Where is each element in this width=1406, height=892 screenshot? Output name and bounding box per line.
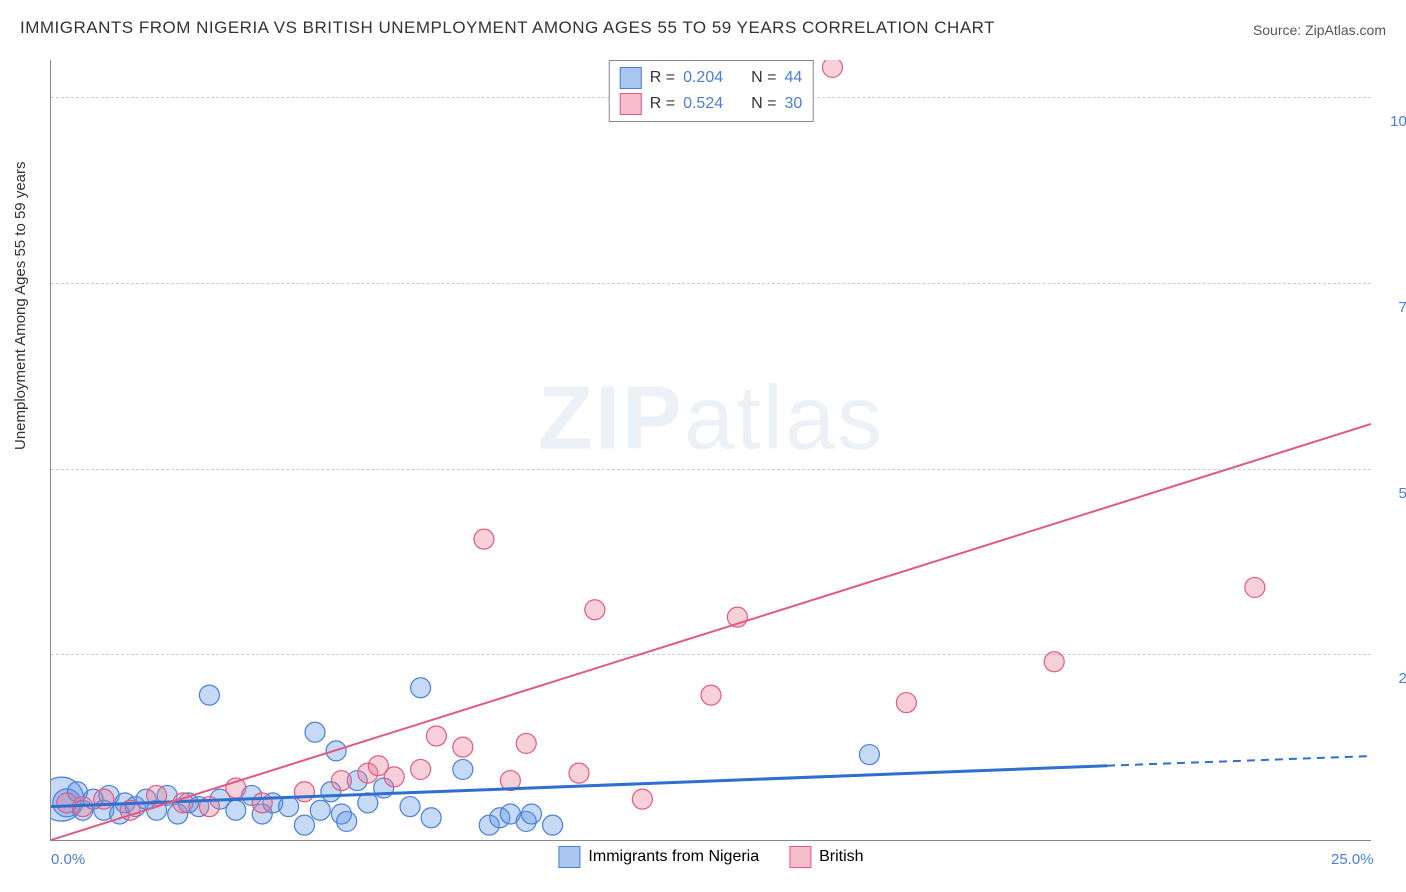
y-axis-label: Unemployment Among Ages 55 to 59 years: [12, 161, 29, 450]
r-value-british: 0.524: [683, 95, 723, 113]
n-label: N =: [751, 95, 776, 113]
n-value-british: 30: [784, 95, 802, 113]
swatch-british: [789, 846, 811, 868]
y-tick-label: 100.0%: [1381, 113, 1406, 130]
r-label: R =: [650, 95, 675, 113]
series-label-nigeria: Immigrants from Nigeria: [588, 848, 759, 866]
r-value-nigeria: 0.204: [683, 69, 723, 87]
y-tick-label: 25.0%: [1381, 670, 1406, 687]
n-label: N =: [751, 69, 776, 87]
y-tick-label: 50.0%: [1381, 485, 1406, 502]
source-attribution: Source: ZipAtlas.com: [1253, 22, 1386, 38]
legend-stats: R = 0.204 N = 44 R = 0.524 N = 30: [609, 60, 814, 122]
source-prefix: Source:: [1253, 22, 1305, 38]
swatch-nigeria: [558, 846, 580, 868]
plot-area: ZIPatlas R = 0.204 N = 44 R = 0.524 N = …: [50, 60, 1371, 841]
series-label-british: British: [819, 848, 863, 866]
chart-title: IMMIGRANTS FROM NIGERIA VS BRITISH UNEMP…: [20, 18, 995, 38]
source-name: ZipAtlas.com: [1305, 22, 1386, 38]
swatch-nigeria: [620, 67, 642, 89]
r-label: R =: [650, 69, 675, 87]
x-tick-label: 0.0%: [51, 851, 85, 868]
swatch-british: [620, 93, 642, 115]
legend-row-british: R = 0.524 N = 30: [620, 91, 803, 117]
legend-item-nigeria: Immigrants from Nigeria: [558, 846, 759, 868]
plot-svg: [51, 60, 1371, 840]
y-tick-label: 75.0%: [1381, 299, 1406, 316]
legend-series: Immigrants from Nigeria British: [550, 844, 871, 870]
x-tick-label: 25.0%: [1331, 851, 1374, 868]
n-value-nigeria: 44: [784, 69, 802, 87]
legend-row-nigeria: R = 0.204 N = 44: [620, 65, 803, 91]
legend-item-british: British: [789, 846, 863, 868]
